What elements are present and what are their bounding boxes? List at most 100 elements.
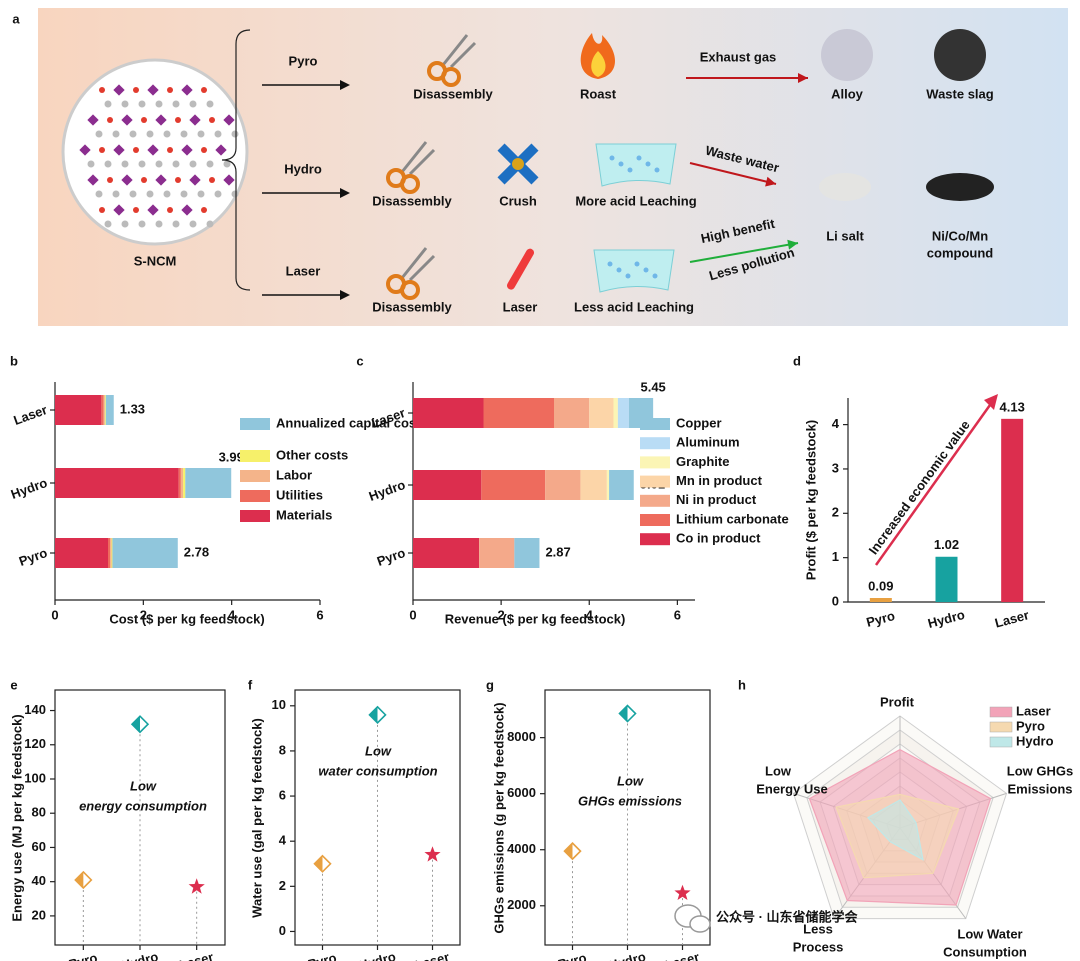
legend-swatch <box>240 490 270 502</box>
x-tick-label: Pyro <box>556 950 588 961</box>
trend-arrow <box>874 404 992 566</box>
legend-label: Utilities <box>276 487 323 502</box>
y-tick-label: 100 <box>24 770 46 785</box>
route-label: Hydro <box>284 161 322 176</box>
atom <box>121 100 129 108</box>
legend-swatch <box>989 721 1013 733</box>
y-tick-label: Hydro <box>367 477 407 504</box>
annotation: Low <box>365 743 392 758</box>
route-label: Pyro <box>289 53 318 68</box>
bar-segment <box>178 468 181 498</box>
watermark-icon <box>689 915 711 933</box>
arrow-head <box>798 73 808 83</box>
panel-letter: a <box>12 11 20 26</box>
atom <box>104 160 112 168</box>
y-tick-label: 0 <box>832 593 839 608</box>
atom <box>206 160 214 168</box>
icon <box>449 41 477 69</box>
radar-area <box>867 799 924 861</box>
output-arrow <box>689 162 777 185</box>
axis-label: Emissions <box>1007 781 1072 796</box>
y-tick-label: 60 <box>32 839 46 854</box>
x-tick-label: Hydro <box>926 607 966 631</box>
atom <box>206 100 214 108</box>
bar-segment <box>514 538 540 568</box>
legend-label: Annualized capital cost <box>276 415 421 430</box>
annotation: energy consumption <box>79 798 207 813</box>
atom <box>129 130 137 138</box>
y-axis-label: Profit ($ per kg feedstock) <box>803 420 818 580</box>
bar-segment <box>183 468 186 498</box>
atom <box>104 100 112 108</box>
y-tick-label: Pyro <box>375 545 407 569</box>
icon <box>654 167 660 173</box>
legend-label: Lithium carbonate <box>676 511 789 526</box>
x-tick-label: 6 <box>316 607 323 622</box>
x-tick-label: 0 <box>409 607 416 622</box>
product-label: Ni/Co/Mn <box>932 228 988 243</box>
bar-segment <box>479 538 515 568</box>
octahedron <box>223 174 235 186</box>
octahedron <box>147 204 159 216</box>
icon <box>618 161 624 167</box>
marker <box>424 846 441 862</box>
bar-segment <box>55 468 179 498</box>
legend-swatch <box>640 418 670 430</box>
arrow-head <box>340 188 350 198</box>
bar-segment <box>481 470 546 500</box>
bar-segment <box>180 468 184 498</box>
atom <box>141 177 147 183</box>
atom <box>141 117 147 123</box>
atom <box>175 177 181 183</box>
y-tick-label: Laser <box>11 402 49 428</box>
y-tick-label: 6 <box>279 787 286 802</box>
arrow-head <box>984 394 998 410</box>
output-label: Exhaust gas <box>700 49 777 64</box>
atom <box>201 147 207 153</box>
bar-segment <box>112 538 178 568</box>
product-label: Li salt <box>826 228 864 243</box>
atom <box>121 220 129 228</box>
x-tick-label: Pyro <box>67 950 99 961</box>
bar <box>935 556 958 602</box>
icon <box>507 248 534 290</box>
bar-segment <box>413 470 482 500</box>
atom <box>107 177 113 183</box>
bar-segment <box>101 395 104 425</box>
atom <box>175 117 181 123</box>
icon <box>643 267 649 273</box>
value-label: 1.02 <box>934 537 959 552</box>
atom <box>223 160 231 168</box>
octahedron <box>181 204 193 216</box>
atom <box>180 130 188 138</box>
axis-label: Profit <box>880 694 915 709</box>
legend-swatch <box>640 437 670 450</box>
legend-swatch <box>989 706 1013 718</box>
y-tick-label: 20 <box>32 907 46 922</box>
x-tick-label: 2 <box>140 607 147 622</box>
bar-segment <box>609 470 634 500</box>
icon <box>400 174 420 194</box>
atom <box>104 220 112 228</box>
arrow-head <box>340 290 350 300</box>
bracket <box>221 29 251 291</box>
octahedron <box>215 144 227 156</box>
icon <box>616 267 622 273</box>
center-label: S-NCM <box>134 253 177 268</box>
atom <box>155 160 163 168</box>
total-label: 3.99 <box>219 449 244 464</box>
legend-label: Hydro <box>1016 733 1054 748</box>
atom <box>180 190 188 198</box>
legend-label: Aluminum <box>676 435 740 450</box>
atom <box>146 190 154 198</box>
atom <box>138 220 146 228</box>
atom <box>112 190 120 198</box>
atom <box>172 100 180 108</box>
x-tick-label: Hydro <box>357 949 397 961</box>
atom <box>209 177 215 183</box>
product-label: Alloy <box>831 86 864 101</box>
panel-letter: f <box>248 677 253 692</box>
bar-segment <box>110 538 112 568</box>
atom <box>206 220 214 228</box>
